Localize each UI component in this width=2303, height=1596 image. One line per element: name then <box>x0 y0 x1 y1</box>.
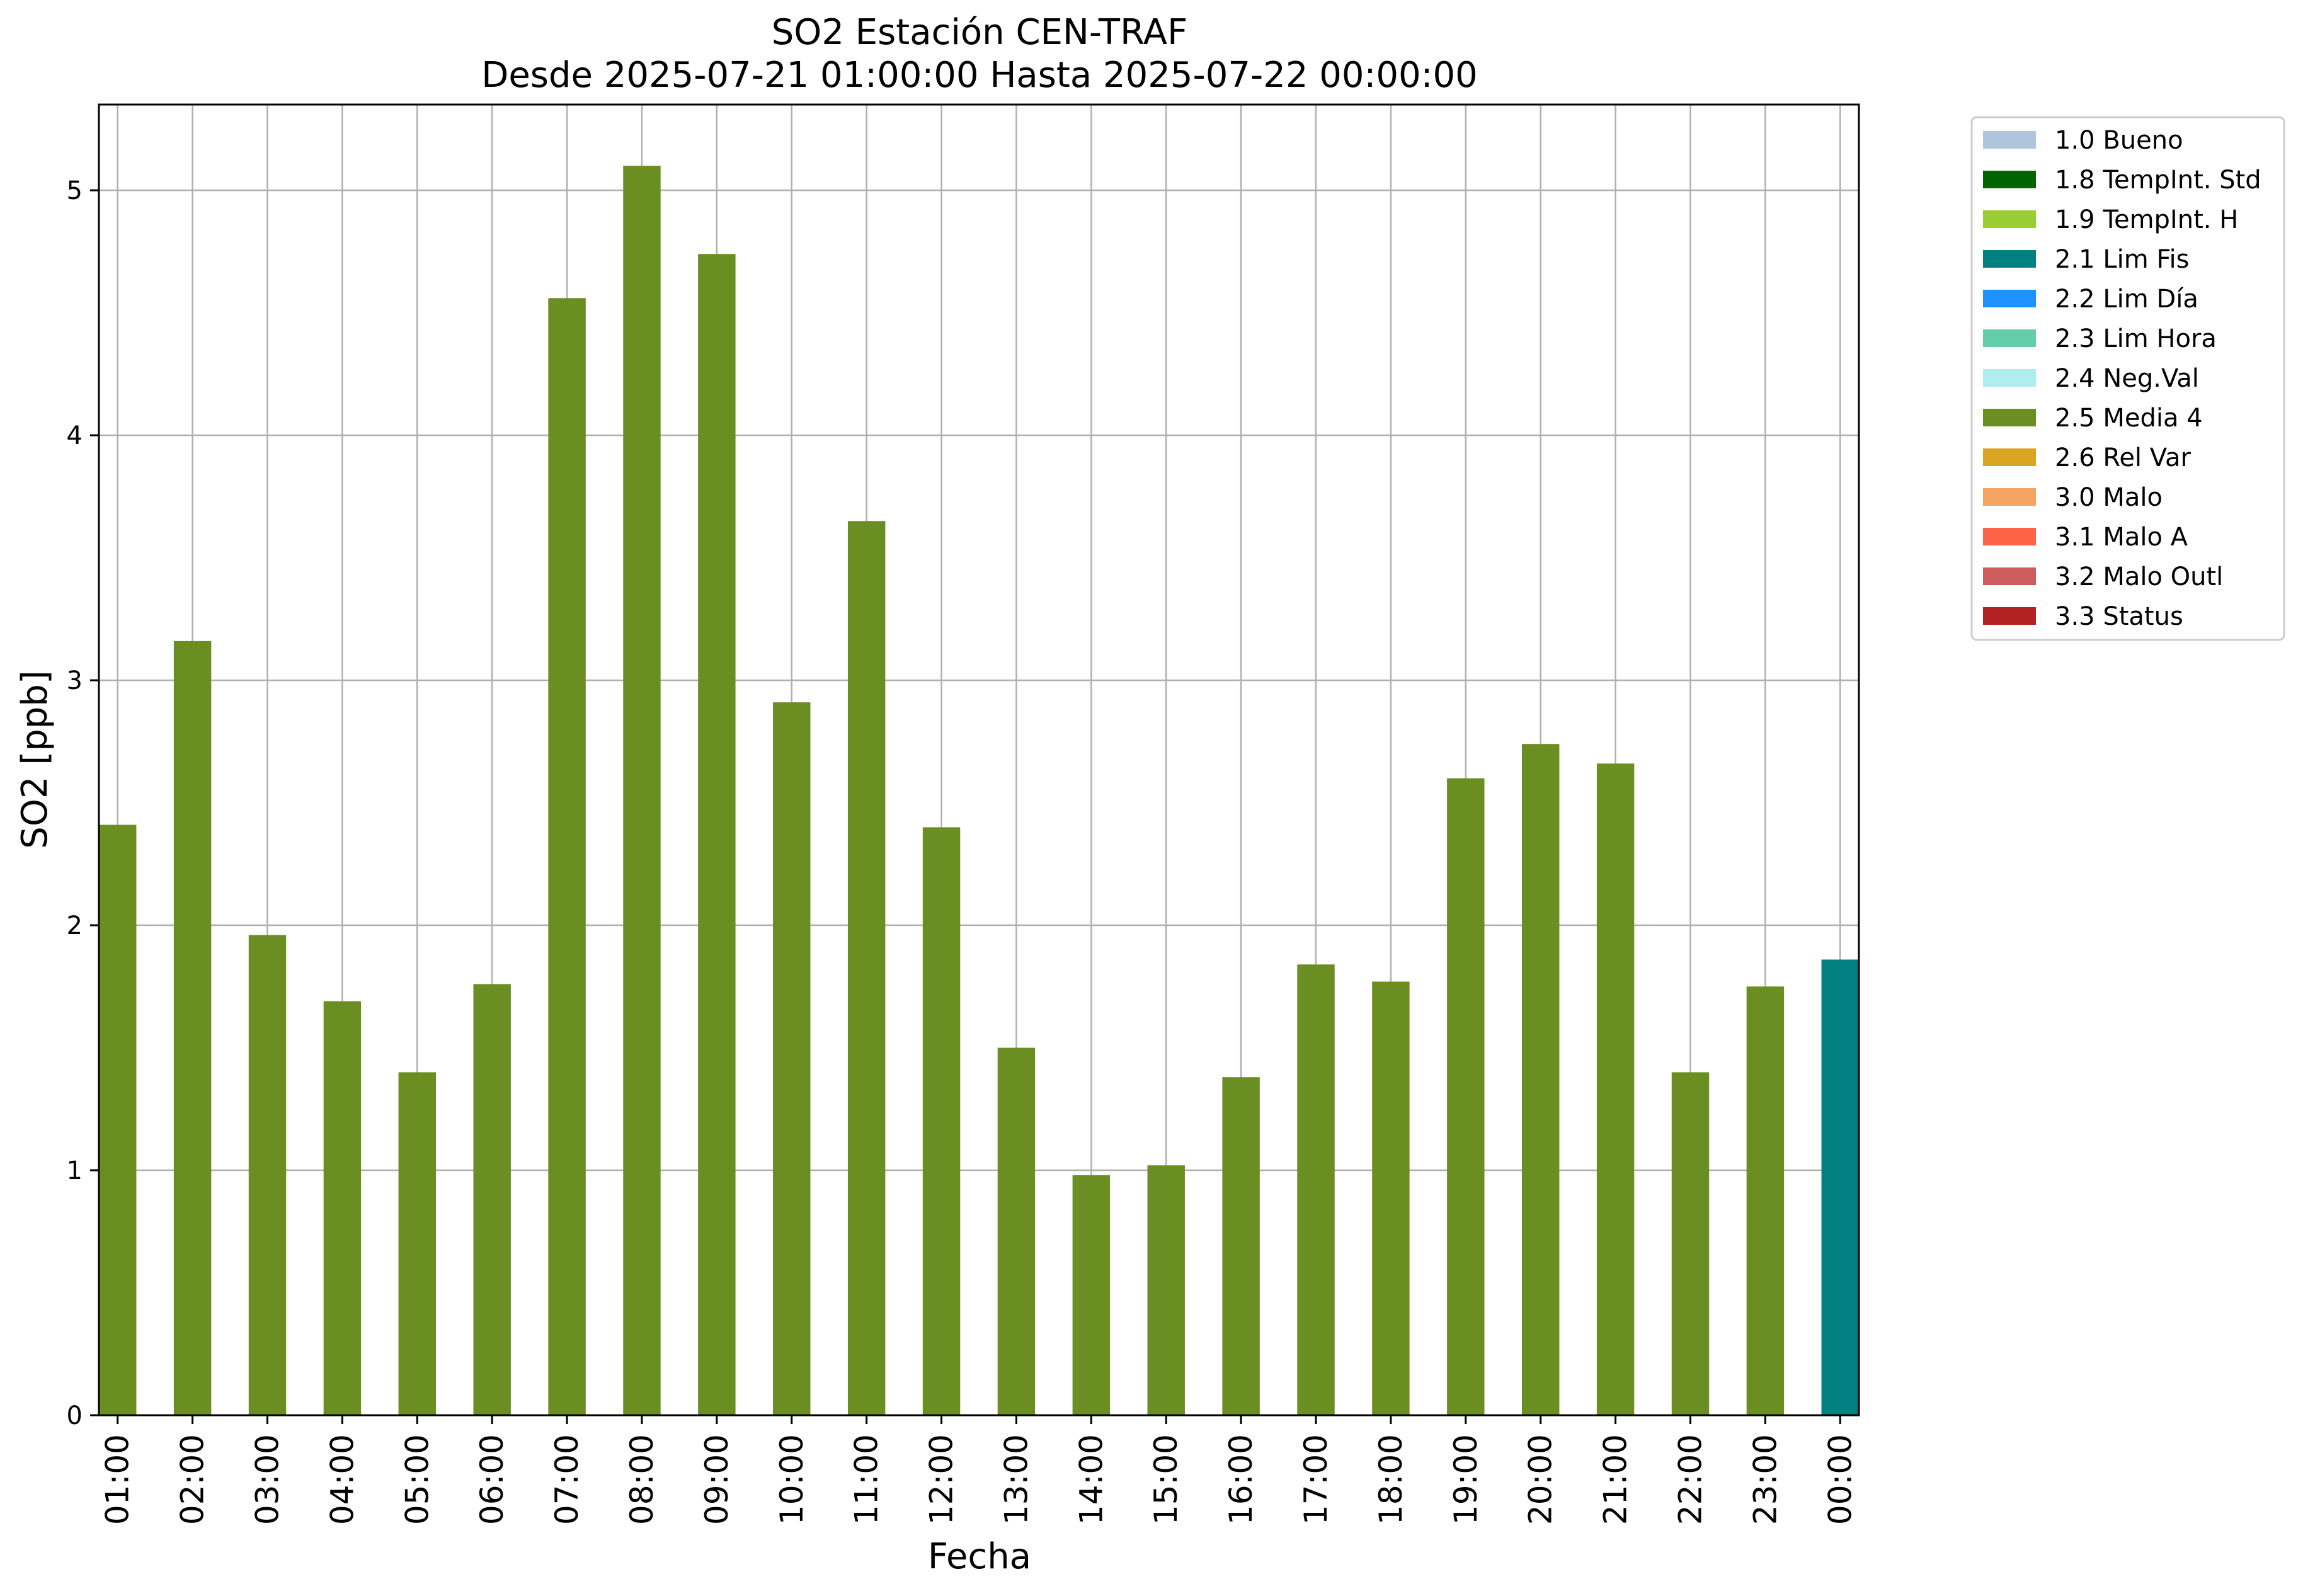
x-tick-label: 22:00 <box>1672 1434 1708 1525</box>
x-tick-label: 21:00 <box>1597 1434 1634 1525</box>
bar-2200 <box>1671 1072 1710 1415</box>
bar-0400 <box>323 1001 362 1415</box>
legend-swatch <box>1983 131 2036 149</box>
x-axis-ticks: 01:00 02:00 03:00 04:00 05:00 06:00 07:00 08:00… <box>100 1415 1858 1525</box>
legend-swatch <box>1983 409 2036 426</box>
x-tick-label: 04:00 <box>324 1434 360 1525</box>
y-tick-label: 1 <box>67 1156 83 1185</box>
bar-1200 <box>922 827 961 1415</box>
legend-label: 1.8 TempInt. Std <box>2055 166 2261 195</box>
legend-label: 2.5 Media 4 <box>2055 404 2203 433</box>
legend-swatch <box>1983 567 2036 585</box>
y-tick-label: 3 <box>67 666 83 695</box>
legend-swatch <box>1983 607 2036 625</box>
bar-1000 <box>773 702 811 1415</box>
legend-label: 1.9 TempInt. H <box>2055 205 2238 234</box>
bar-1100 <box>847 521 886 1415</box>
x-tick-label: 01:00 <box>100 1434 136 1525</box>
bar-0700 <box>548 298 586 1415</box>
x-tick-label: 08:00 <box>624 1434 660 1525</box>
legend-swatch <box>1983 171 2036 188</box>
legend-swatch <box>1983 329 2036 347</box>
legend-swatch <box>1983 290 2036 307</box>
x-tick-label: 09:00 <box>699 1434 735 1525</box>
x-tick-label: 16:00 <box>1223 1434 1259 1525</box>
x-axis-label: Fecha <box>928 1536 1031 1577</box>
y-axis-label: SO2 [ppb] <box>14 670 55 848</box>
x-tick-label: 03:00 <box>249 1434 286 1525</box>
bar-1400 <box>1072 1175 1111 1415</box>
x-tick-label: 18:00 <box>1373 1434 1409 1525</box>
y-tick-label: 0 <box>67 1401 83 1430</box>
x-tick-label: 06:00 <box>474 1434 510 1525</box>
legend-label: 2.6 Rel Var <box>2055 443 2192 472</box>
legend-label: 2.1 Lim Fis <box>2055 245 2189 274</box>
bars <box>99 166 1859 1416</box>
bar-1300 <box>997 1047 1036 1415</box>
bar-0200 <box>173 641 212 1415</box>
bar-1500 <box>1147 1165 1185 1415</box>
x-tick-label: 17:00 <box>1298 1434 1334 1525</box>
x-tick-label: 13:00 <box>998 1434 1034 1525</box>
bar-1600 <box>1222 1077 1260 1415</box>
legend-swatch <box>1983 528 2036 545</box>
y-tick-label: 4 <box>67 421 83 450</box>
x-tick-label: 00:00 <box>1822 1434 1858 1525</box>
bar-0300 <box>248 935 287 1415</box>
bar-0000 <box>1821 959 1859 1415</box>
legend-frame <box>1970 116 2285 641</box>
legend-swatch <box>1983 369 2036 387</box>
bar-0800 <box>623 166 661 1416</box>
bar-0900 <box>698 254 736 1415</box>
legend-label: 3.2 Malo Outl <box>2055 562 2223 591</box>
legend-swatch <box>1983 250 2036 268</box>
x-tick-label: 11:00 <box>849 1434 885 1525</box>
x-tick-label: 12:00 <box>923 1434 960 1525</box>
chart-subtitle: Desde 2025-07-21 01:00:00 Hasta 2025-07-… <box>481 55 1478 96</box>
y-tick-label: 5 <box>67 176 83 205</box>
x-tick-label: 05:00 <box>399 1434 435 1525</box>
y-tick-label: 2 <box>67 911 83 940</box>
bar-1800 <box>1372 981 1410 1415</box>
plot-frame <box>98 103 1860 1416</box>
x-tick-label: 10:00 <box>774 1434 810 1525</box>
legend-label: 2.4 Neg.Val <box>2055 364 2199 393</box>
x-tick-label: 19:00 <box>1448 1434 1484 1525</box>
y-axis-ticks: 0 1 2 3 4 5 <box>67 176 99 1430</box>
legend: 1.0 Bueno 1.8 TempInt. Std 1.9 TempInt. H 2… <box>1970 116 2285 641</box>
legend-label: 1.0 Bueno <box>2055 126 2183 155</box>
x-tick-label: 02:00 <box>174 1434 211 1525</box>
legend-label: 3.1 Malo A <box>2055 523 2188 552</box>
legend-label: 2.3 Lim Hora <box>2055 324 2217 353</box>
chart-title: SO2 Estación CEN-TRAF <box>772 12 1188 53</box>
bar-0100 <box>99 824 137 1415</box>
x-tick-label: 20:00 <box>1523 1434 1559 1525</box>
bar-2300 <box>1746 986 1785 1415</box>
x-tick-label: 14:00 <box>1073 1434 1109 1525</box>
x-tick-label: 15:00 <box>1148 1434 1184 1525</box>
legend-label: 3.0 Malo <box>2055 483 2163 512</box>
bar-2000 <box>1521 744 1560 1415</box>
bar-1900 <box>1447 778 1485 1415</box>
legend-label: 2.2 Lim Día <box>2055 285 2198 314</box>
legend-label: 3.3 Status <box>2055 602 2183 631</box>
bar-0600 <box>473 984 511 1415</box>
bar-2100 <box>1596 763 1635 1415</box>
x-tick-label: 23:00 <box>1747 1434 1783 1525</box>
bar-1700 <box>1297 964 1335 1415</box>
legend-swatch <box>1983 448 2036 466</box>
legend-swatch <box>1983 210 2036 228</box>
legend-swatch <box>1983 488 2036 506</box>
bar-0500 <box>398 1072 437 1415</box>
x-tick-label: 07:00 <box>549 1434 585 1525</box>
